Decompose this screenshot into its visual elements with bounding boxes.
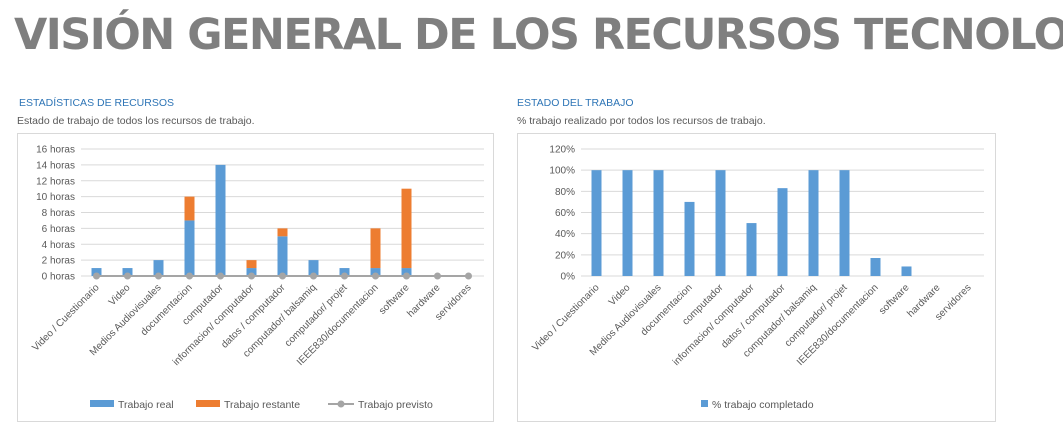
resource-stats-chart: 0 horas 2 horas 4 horas 6 horas 8 horas 10 ho… — [30, 145, 484, 411]
bar-porcentaje-completado — [622, 170, 633, 276]
bar-trabajo-real — [184, 220, 195, 276]
point-trabajo-previsto — [217, 272, 224, 280]
bar-porcentaje-completado — [808, 170, 819, 276]
y-tick-label: 40% — [555, 229, 575, 240]
bar-porcentaje-completado — [870, 258, 881, 276]
y-tick-label: 6 horas — [42, 224, 75, 235]
y-tick-label: 120% — [549, 145, 575, 156]
y-tick-label: 0 horas — [42, 272, 75, 283]
resource-stats-chart-frame: 0 horas 2 horas 4 horas 6 horas 8 horas 10 ho… — [17, 133, 494, 422]
bar-trabajo-restante — [246, 260, 257, 269]
bar-porcentaje-completado — [746, 223, 757, 276]
y-tick-label: 16 horas — [36, 145, 75, 156]
legend-label-porcentaje-completado: % trabajo completado — [712, 399, 814, 411]
point-trabajo-previsto — [124, 272, 131, 280]
point-trabajo-previsto — [372, 272, 379, 280]
legend-label-trabajo-real: Trabajo real — [118, 399, 174, 411]
point-trabajo-previsto — [248, 272, 255, 280]
bar-trabajo-restante — [401, 188, 412, 269]
bar-trabajo-real — [215, 164, 226, 276]
bar-trabajo-real — [122, 268, 133, 276]
bar-porcentaje-completado — [715, 170, 726, 276]
work-status-chart-frame: 0% 20% 40% 60% 80% 100% 120% Video / Cuestionar… — [517, 133, 996, 422]
left-section-heading: ESTADÍSTICAS DE RECURSOS — [19, 97, 174, 109]
point-trabajo-previsto — [186, 272, 193, 280]
point-trabajo-previsto — [341, 272, 348, 280]
work-status-chart: 0% 20% 40% 60% 80% 100% 120% Video / Cuestionar… — [530, 145, 984, 411]
y-tick-label: 100% — [549, 166, 575, 177]
bar-trabajo-restante — [370, 228, 381, 269]
page-title: VISIÓN GENERAL DE LOS RECURSOS TECNOLOGI… — [14, 10, 1063, 60]
bar-trabajo-real — [401, 268, 412, 276]
right-section-description: % trabajo realizado por todos los recurs… — [517, 115, 766, 127]
bar-trabajo-real — [339, 268, 350, 276]
bar-porcentaje-completado — [901, 266, 912, 276]
point-trabajo-previsto — [465, 272, 472, 280]
legend-swatch-trabajo-real — [90, 400, 114, 407]
legend-swatch-trabajo-restante — [196, 400, 220, 407]
bar-porcentaje-completado — [591, 170, 602, 276]
bar-trabajo-real — [277, 236, 288, 276]
y-tick-label: 4 horas — [42, 240, 75, 251]
bar-trabajo-real — [153, 260, 164, 276]
x-category-label: Video / Cuestionario — [530, 282, 602, 354]
right-section-heading: ESTADO DEL TRABAJO — [517, 97, 634, 109]
bar-porcentaje-completado — [684, 201, 695, 276]
left-section-description: Estado de trabajo de todos los recursos … — [17, 115, 255, 127]
bar-trabajo-real — [308, 260, 319, 276]
x-category-label: Video — [107, 282, 133, 308]
bar-porcentaje-completado — [777, 188, 788, 276]
y-tick-label: 60% — [555, 208, 575, 219]
point-trabajo-previsto — [434, 272, 441, 280]
legend-swatch-porcentaje-completado — [701, 400, 708, 407]
legend-marker-trabajo-previsto — [337, 400, 345, 408]
y-tick-label: 20% — [555, 250, 575, 261]
x-category-label: Video — [607, 282, 633, 308]
point-trabajo-previsto — [93, 272, 100, 280]
y-tick-label: 8 horas — [42, 208, 75, 219]
bar-trabajo-real — [91, 268, 102, 276]
y-tick-label: 80% — [555, 187, 575, 198]
point-trabajo-previsto — [155, 272, 162, 280]
x-category-label: Video / Cuestionario — [30, 282, 102, 354]
bar-porcentaje-completado — [653, 170, 664, 276]
point-trabajo-previsto — [403, 272, 410, 280]
legend-label-trabajo-previsto: Trabajo previsto — [358, 399, 433, 411]
y-tick-label: 10 horas — [36, 192, 75, 203]
y-tick-label: 2 horas — [42, 256, 75, 267]
y-tick-label: 0% — [561, 272, 576, 283]
legend-label-trabajo-restante: Trabajo restante — [224, 399, 300, 411]
y-tick-label: 14 horas — [36, 160, 75, 171]
bar-trabajo-real — [370, 268, 381, 276]
bar-trabajo-restante — [277, 228, 288, 237]
bar-porcentaje-completado — [839, 170, 850, 276]
bar-trabajo-restante — [184, 196, 195, 221]
point-trabajo-previsto — [279, 272, 286, 280]
bar-trabajo-real — [246, 268, 257, 276]
point-trabajo-previsto — [310, 272, 317, 280]
y-tick-label: 12 horas — [36, 176, 75, 187]
